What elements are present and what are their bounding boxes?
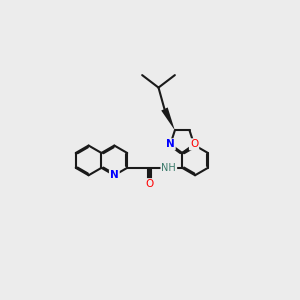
Text: O: O xyxy=(190,139,198,149)
Text: N: N xyxy=(110,170,119,180)
Text: O: O xyxy=(146,179,154,189)
Text: NH: NH xyxy=(161,163,176,173)
Text: N: N xyxy=(166,139,175,149)
Polygon shape xyxy=(161,107,175,130)
